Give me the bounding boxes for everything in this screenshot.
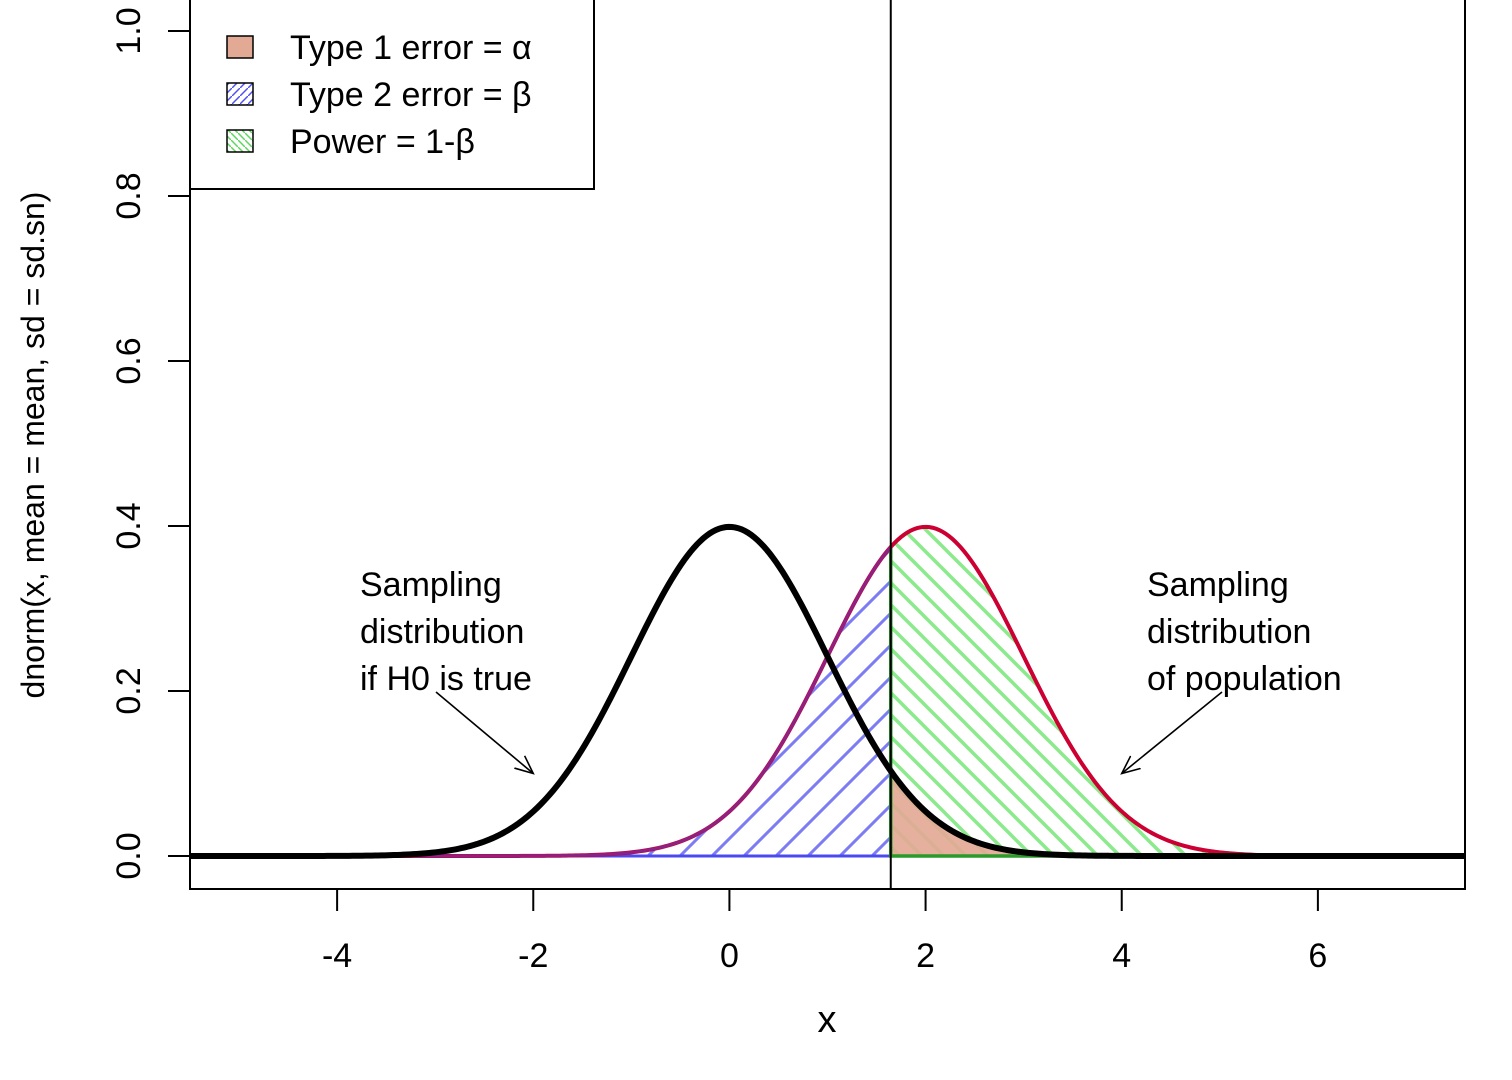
y-tick-label: 0.2 bbox=[110, 667, 148, 714]
legend-swatch bbox=[226, 82, 254, 106]
x-tick-label: 4 bbox=[1112, 937, 1131, 975]
annotation-arrow bbox=[435, 691, 533, 774]
y-tick-label: 1.0 bbox=[110, 7, 148, 54]
x-tick-label: 6 bbox=[1308, 937, 1327, 975]
annotation-arrow bbox=[1122, 691, 1223, 774]
annotation-line: Sampling bbox=[360, 566, 502, 604]
legend-item: Power = 1-β bbox=[226, 123, 475, 161]
y-axis-title: dnorm(x, mean = mean, sd = sd.sn) bbox=[15, 192, 51, 699]
y-tick-label: 0.8 bbox=[110, 172, 148, 219]
annotation-line: distribution bbox=[1147, 613, 1311, 651]
y-tick-label: 0.4 bbox=[110, 502, 148, 549]
h0-density-curve bbox=[190, 523, 1465, 859]
annotation: Sampling distribution of population bbox=[1122, 566, 1342, 774]
annotation-line: distribution bbox=[360, 613, 524, 651]
legend: Type 1 error = α Type 2 error = β Power = … bbox=[189, 0, 595, 190]
x-tick-label: 0 bbox=[720, 937, 739, 975]
annotation-line: Sampling bbox=[1147, 566, 1289, 604]
legend-swatch bbox=[226, 129, 254, 153]
annotation-line: if H0 is true bbox=[360, 660, 532, 698]
legend-label: Type 2 error = β bbox=[290, 76, 532, 114]
legend-swatch bbox=[226, 35, 254, 59]
annotation-line: of population bbox=[1147, 660, 1342, 698]
legend-box bbox=[189, 0, 595, 190]
x-tick-label: 2 bbox=[916, 937, 935, 975]
x-axis-title: x bbox=[818, 999, 837, 1041]
type2-error-area bbox=[190, 542, 893, 858]
annotation: Sampling distribution if H0 is true bbox=[360, 566, 533, 774]
legend-label: Power = 1-β bbox=[290, 123, 475, 161]
x-tick-label: -4 bbox=[322, 937, 352, 975]
x-tick-label: -2 bbox=[518, 937, 548, 975]
legend-item: Type 1 error = α bbox=[226, 29, 532, 67]
x-axis: -4 -2 0 2 4 6 bbox=[322, 888, 1327, 975]
y-tick-label: 0.6 bbox=[110, 337, 148, 384]
plot-area bbox=[190, 0, 1465, 889]
legend-item: Type 2 error = β bbox=[226, 76, 532, 114]
legend-label: Type 1 error = α bbox=[290, 29, 532, 67]
power-area bbox=[890, 526, 1465, 856]
y-axis: 0.0 0.2 0.4 0.6 0.8 1.0 bbox=[110, 7, 191, 880]
type1-error-area bbox=[890, 770, 1465, 856]
y-tick-label: 0.0 bbox=[110, 832, 148, 879]
